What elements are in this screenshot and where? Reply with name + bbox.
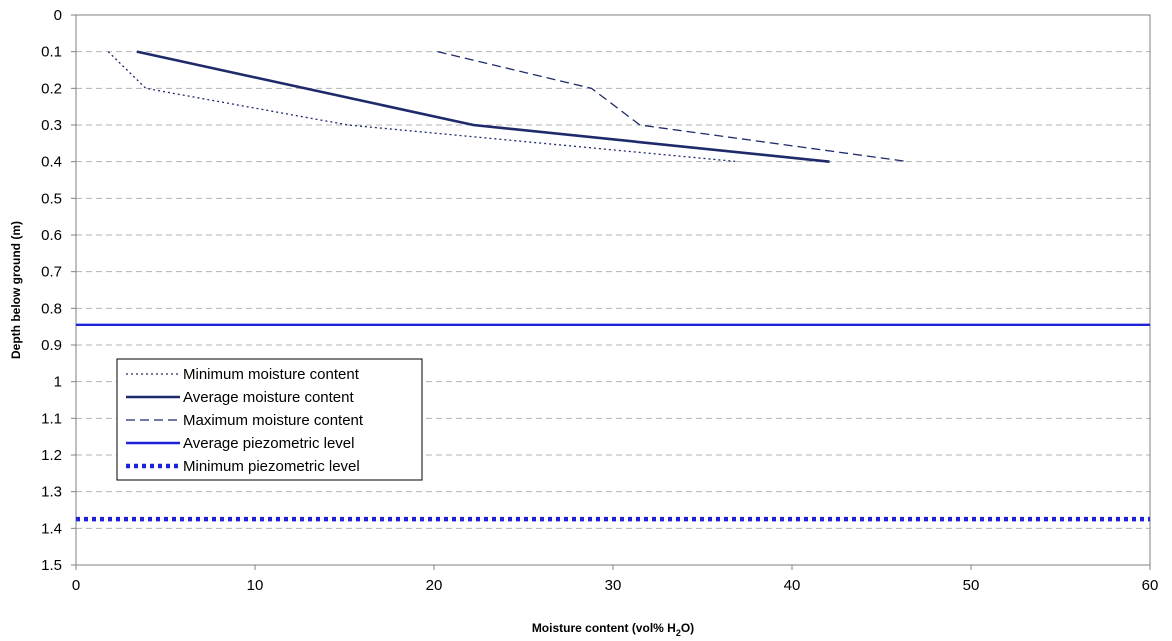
series-line-2 [136,50,830,163]
y-tick-label: 1.2 [41,447,62,464]
x-tick-label: 60 [1142,577,1159,594]
y-tick-label: 1.3 [41,484,62,501]
legend-label: Average moisture content [183,389,354,406]
legend-label: Average piezometric level [183,435,354,452]
legend-label: Minimum piezometric level [183,458,360,475]
y-tick-label: 1.4 [41,520,62,537]
x-tick-label: 40 [784,577,801,594]
x-tick-label: 10 [247,577,264,594]
y-tick-label: 1 [54,374,62,391]
y-tick-label: 0.7 [41,264,62,281]
y-tick-label: 0.6 [41,227,62,244]
x-tick-label: 0 [72,577,80,594]
plot-frame [75,14,1151,566]
series-line-1 [107,51,739,163]
y-tick-label: 0.2 [41,80,62,97]
y-tick-label: 0.8 [41,300,62,317]
series-lines [76,50,1150,522]
y-tick-label: 0.4 [41,154,62,171]
x-tick-label: 20 [426,577,443,594]
legend: Minimum moisture content Average moisture… [116,358,423,481]
y-axis-title: Depth below ground (m) [9,221,23,359]
y-tick-label: 0.3 [41,117,62,134]
grid-lines [76,51,1150,529]
tick-labels: 0 0.1 0.2 0.3 0.4 0.5 0.6 0.7 0.8 0.9 1 1.1 1.2 1.3 1.… [41,7,1158,594]
legend-box [116,358,423,481]
series-line-3 [437,51,909,163]
x-tick-label: 50 [963,577,980,594]
y-tick-label: 0 [54,7,62,24]
y-tick-label: 0.1 [41,44,62,61]
y-tick-label: 0.9 [41,337,62,354]
y-tick-label: 1.5 [41,557,62,574]
x-tick-label: 30 [605,577,622,594]
legend-label: Minimum moisture content [183,366,360,383]
legend-label: Maximum moisture content [183,412,364,429]
y-tick-label: 0.5 [41,190,62,207]
y-tick-label: 1.1 [41,410,62,427]
x-axis-title: Moisture content (vol% H2O) [532,621,694,638]
